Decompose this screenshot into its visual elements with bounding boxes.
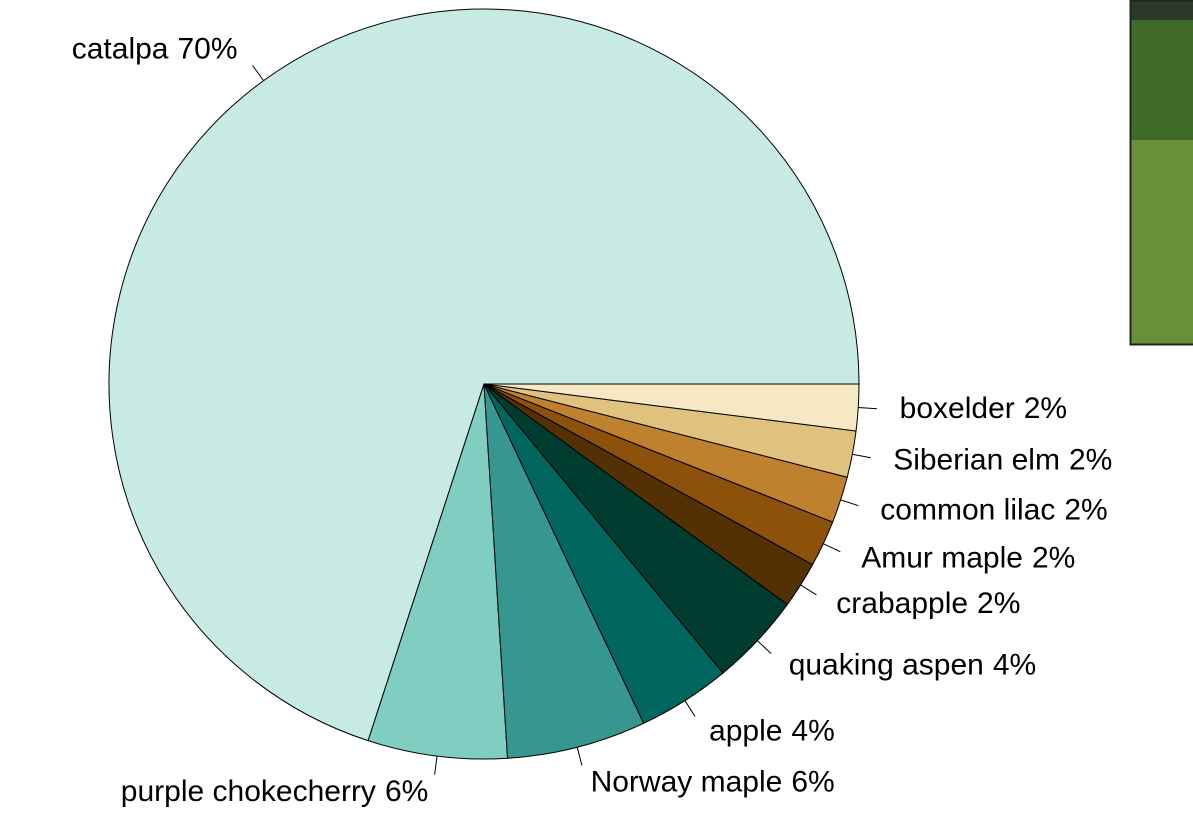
pie-slice bbox=[108, 8, 860, 742]
slice-label-value: 70% bbox=[177, 32, 237, 65]
slice-label-value: 2% bbox=[1032, 542, 1075, 575]
photo-shadow bbox=[1130, 0, 1193, 20]
label-leader bbox=[576, 747, 583, 766]
slice-label-value: 2% bbox=[977, 587, 1020, 620]
slice-label: Siberian elm 2% bbox=[893, 443, 1112, 476]
slice-label: quaking aspen 4% bbox=[789, 648, 1037, 681]
slice-label-name: apple bbox=[709, 714, 782, 747]
label-leader bbox=[858, 407, 878, 410]
slice-label: purple chokecherry 6% bbox=[121, 775, 429, 808]
photo bbox=[1129, 0, 1193, 346]
slice-label-name: crabapple bbox=[836, 587, 968, 620]
slice-label: Amur maple 2% bbox=[861, 542, 1075, 575]
label-leader bbox=[434, 755, 438, 775]
slice-label: crabapple 2% bbox=[836, 587, 1020, 620]
photo-grass bbox=[1130, 140, 1193, 345]
slice-label-name: boxelder bbox=[900, 392, 1015, 425]
slice-label-name: Norway maple bbox=[591, 765, 783, 798]
label-leader bbox=[252, 65, 264, 81]
slice-label: catalpa 70% bbox=[72, 32, 238, 65]
slice-label-value: 6% bbox=[385, 775, 428, 808]
slice-label-name: purple chokecherry bbox=[121, 775, 376, 808]
slice-label-name: catalpa bbox=[72, 32, 169, 65]
pie-slice bbox=[367, 383, 509, 760]
slice-label: common lilac 2% bbox=[880, 493, 1107, 526]
slice-label-value: 2% bbox=[1024, 392, 1067, 425]
slice-label-value: 4% bbox=[993, 648, 1036, 681]
label-leader bbox=[852, 453, 871, 459]
photo-border bbox=[1129, 0, 1193, 346]
slice-label: apple 4% bbox=[709, 714, 835, 747]
slice-label-value: 2% bbox=[1069, 443, 1112, 476]
slice-label-value: 6% bbox=[791, 765, 834, 798]
slice-label-value: 2% bbox=[1064, 493, 1107, 526]
label-leader bbox=[684, 700, 696, 717]
slice-label: Norway maple 6% bbox=[591, 765, 835, 798]
label-leader bbox=[840, 499, 859, 507]
slice-label: boxelder 2% bbox=[900, 392, 1067, 425]
slice-label-value: 4% bbox=[791, 714, 834, 747]
slice-label-name: Siberian elm bbox=[893, 443, 1060, 476]
label-leader bbox=[800, 584, 817, 596]
label-leader bbox=[757, 640, 772, 654]
pie-slice bbox=[483, 383, 645, 759]
slice-label-name: Amur maple bbox=[861, 542, 1023, 575]
slice-label-name: quaking aspen bbox=[789, 648, 984, 681]
slice-label-name: common lilac bbox=[880, 493, 1055, 526]
label-leader bbox=[823, 543, 841, 553]
